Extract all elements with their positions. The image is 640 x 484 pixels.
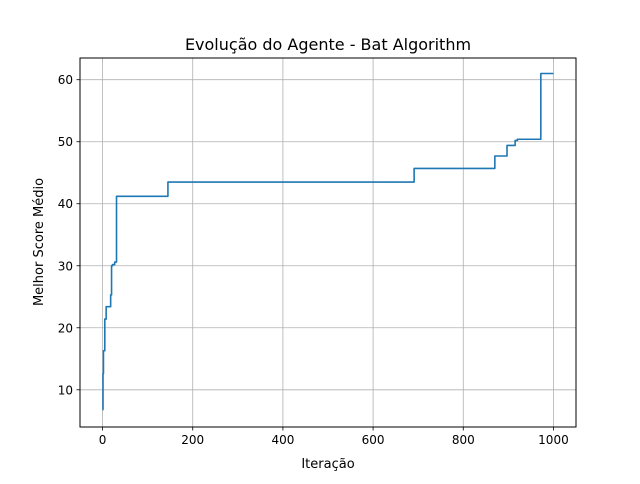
x-tick-label: 1000 <box>538 433 569 447</box>
plot-frame <box>79 57 577 428</box>
y-tick-label: 50 <box>58 135 73 149</box>
x-axis-ticks: 0 200 400 600 800 1000 <box>99 427 569 447</box>
x-tick-label: 0 <box>99 433 107 447</box>
y-axis-ticks: 10 20 30 40 50 60 <box>58 73 80 397</box>
x-tick-label: 800 <box>452 433 475 447</box>
chart-title: Evolução do Agente - Bat Algorithm <box>185 35 471 54</box>
x-axis-label: Iteração <box>301 457 354 472</box>
series-layer <box>102 72 554 411</box>
y-tick-label: 40 <box>58 197 73 211</box>
grid-lines <box>80 58 576 427</box>
x-tick-label: 200 <box>181 433 204 447</box>
series-line <box>102 72 554 411</box>
y-tick-label: 30 <box>58 259 73 273</box>
x-tick-label: 400 <box>271 433 294 447</box>
y-tick-label: 20 <box>58 321 73 335</box>
y-tick-label: 60 <box>58 73 73 87</box>
y-tick-label: 10 <box>58 383 73 397</box>
y-axis-label: Melhor Score Médio <box>32 178 47 306</box>
x-tick-label: 600 <box>362 433 385 447</box>
